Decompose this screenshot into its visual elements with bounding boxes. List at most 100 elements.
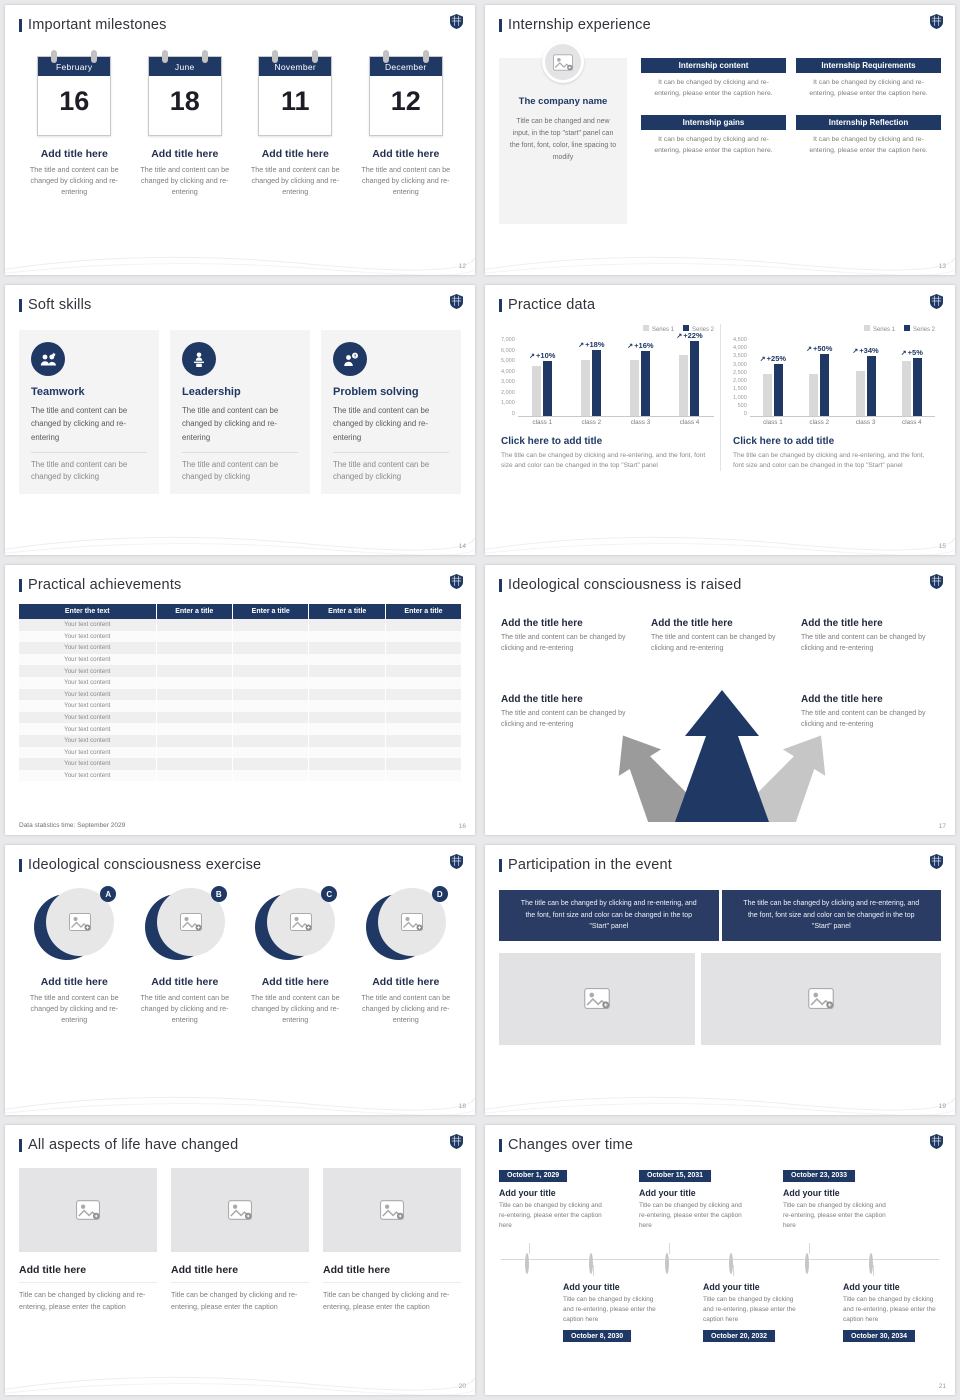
school-shield-logo — [929, 13, 944, 30]
slide-title: Ideological consciousness is raised — [508, 577, 742, 593]
achievements-table: Enter the text Enter a title Enter a tit… — [19, 604, 461, 782]
calendar-ring-icon — [51, 50, 58, 63]
exercise-item: C Add title here The title and content c… — [240, 886, 351, 1025]
chart-legend: Series 1 Series 2 — [501, 324, 714, 334]
table-header-cell: Enter a title — [231, 604, 309, 619]
skill-card: Problem solving The title and content ca… — [321, 330, 461, 494]
chart-caption: The title can be changed by clicking and… — [501, 452, 706, 469]
title-accent-bar — [499, 298, 502, 312]
item-caption: The title and content can be changed by … — [140, 165, 230, 197]
card-note: The title and content can be changed by … — [182, 459, 279, 482]
card-body: The title and content can be changed by … — [182, 404, 298, 453]
slide-participation-event[interactable]: Participation in the event The title can… — [485, 845, 955, 1115]
image-circle: C — [253, 886, 338, 966]
slide-header: Participation in the event — [499, 856, 941, 874]
wave-decoration — [5, 1096, 475, 1115]
item-heading: Add title here — [151, 976, 219, 988]
item-heading: Add title here — [372, 148, 440, 160]
image-placeholder — [701, 952, 941, 1045]
card-note: The title and content can be changed by … — [31, 459, 128, 482]
table-row: Your text content — [19, 734, 461, 747]
series1-swatch — [642, 325, 649, 331]
slide-title: Ideological consciousness exercise — [28, 857, 262, 873]
title-accent-bar — [19, 18, 22, 32]
item-heading: Add your title — [843, 1282, 900, 1292]
item-heading: Add title here — [40, 976, 108, 988]
table-row: Your text content — [19, 711, 461, 724]
company-caption: Title can be changed and new input, in t… — [509, 118, 617, 161]
image-placeholder-icon — [542, 41, 584, 83]
title-accent-bar — [499, 18, 502, 32]
skill-cards: Teamwork The title and content can be ch… — [19, 330, 461, 494]
wave-decoration — [485, 536, 955, 555]
block-caption: The title and content can be changed by … — [501, 710, 626, 728]
table-body: Your text content Your text content Your t… — [19, 619, 461, 782]
table-row: Your text content — [19, 723, 461, 735]
card-heading: Problem solving — [333, 386, 419, 398]
slide-life-changed[interactable]: All aspects of life have changed Add tit… — [5, 1125, 475, 1395]
slide-header: Internship experience — [499, 16, 941, 34]
timeline-item: Add your title Title can be changed by c… — [563, 1276, 663, 1343]
item-heading: Add title here — [171, 1264, 309, 1283]
slide-header: Practical achievements — [19, 576, 461, 594]
calendar-month: November — [259, 57, 332, 76]
timeline: October 1, 2029 Add your title Title can… — [499, 1158, 941, 1363]
item-caption: Title can be changed by clicking and re-… — [703, 1296, 796, 1323]
date-badge: October 8, 2030 — [563, 1330, 632, 1343]
exercise-items: A Add title here The title and content c… — [19, 886, 461, 1025]
legend-item: Series 1 — [642, 325, 674, 333]
table-header-cell: Enter a title — [308, 604, 386, 619]
plot-wrap: ↗+25% ↗+50% ↗+34% ↗+5% class 1 class 2 class … — [749, 337, 935, 426]
milestone-item: February 16 Add title here The title and… — [19, 48, 130, 197]
image-placeholder — [19, 1168, 157, 1252]
page-number: 19 — [938, 1103, 946, 1110]
bar-chart-right: Series 1 Series 2 4,500 4,000 3,500 3,000 2,… — [720, 324, 941, 471]
slide-important-milestones[interactable]: Important milestones February 16 Add tit… — [5, 5, 475, 275]
title-block: Add the title here The title and content… — [801, 694, 939, 731]
slide-title: Practice data — [508, 297, 596, 313]
item-caption: Title can be changed by clicking and re-… — [563, 1296, 656, 1323]
slide-title: Participation in the event — [508, 857, 672, 873]
letter-badge: C — [321, 886, 338, 902]
title-block: Add the title here The title and content… — [651, 618, 789, 655]
table-row: Your text content — [19, 665, 461, 677]
calendar-day: 12 — [390, 86, 421, 116]
company-panel: The company name Title can be changed an… — [499, 41, 627, 224]
slide-practical-achievements[interactable]: Practical achievements Enter the text En… — [5, 565, 475, 835]
item-heading: Add your title — [563, 1282, 620, 1292]
school-shield-logo — [929, 293, 944, 310]
chart-legend: Series 1 Series 2 — [733, 324, 935, 334]
page-number: 18 — [458, 1103, 466, 1110]
block-heading: Add the title here — [501, 694, 583, 705]
slide-consciousness-exercise[interactable]: Ideological consciousness exercise A Add… — [5, 845, 475, 1115]
timeline-item: Add your title Title can be changed by c… — [843, 1276, 939, 1343]
slide-soft-skills[interactable]: Soft skills Teamwork The title and conte… — [5, 285, 475, 555]
page-number: 15 — [938, 543, 946, 550]
legend-item: Series 1 — [863, 325, 895, 333]
letter-badge: B — [210, 886, 227, 902]
calendar-month: December — [369, 57, 442, 76]
table-row: Your text content — [19, 700, 461, 712]
legend-label: Series 2 — [691, 327, 714, 333]
page-number: 17 — [938, 823, 946, 830]
item-caption: Title can be changed by clicking and re-… — [499, 1202, 602, 1229]
slide-practice-data[interactable]: Practice data Series 1 Series 2 7,000 6,0… — [485, 285, 955, 555]
item-heading: Add title here — [261, 976, 329, 988]
title-accent-bar — [19, 1138, 22, 1152]
slide-changes-over-time[interactable]: Changes over time October 1, 2029 Add yo… — [485, 1125, 955, 1395]
calendar-ring-icon — [201, 50, 208, 63]
calendar-icon: June 18 — [147, 50, 222, 136]
card-body: The title and content can be changed by … — [333, 404, 449, 453]
calendar-day: 18 — [169, 86, 200, 116]
slide-consciousness-raised[interactable]: Ideological consciousness is raised Add … — [485, 565, 955, 835]
caption-bars: The title can be changed by clicking and… — [499, 890, 941, 941]
slide-internship-experience[interactable]: Internship experience The company name T… — [485, 5, 955, 275]
table-row: Your text content — [19, 619, 461, 631]
leadership-icon — [182, 342, 216, 376]
block-heading: Internship content — [641, 58, 786, 73]
item-heading: Add title here — [151, 148, 219, 160]
chart-body: 4,500 4,000 3,500 3,000 2,500 2,000 1,500 1,000… — [733, 337, 935, 426]
slide-title: Soft skills — [28, 297, 92, 313]
card-heading: Leadership — [182, 386, 241, 398]
item-heading: Add your title — [499, 1188, 556, 1198]
